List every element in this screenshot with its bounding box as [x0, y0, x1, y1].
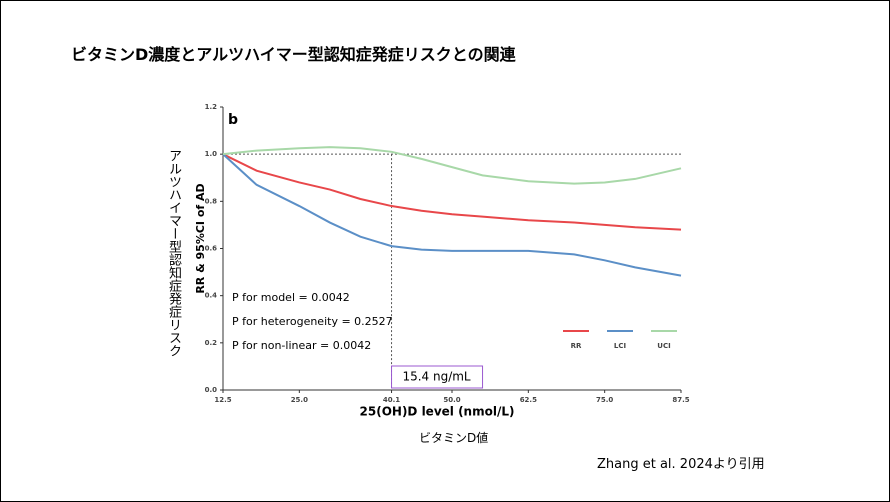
- series-line: [222, 146, 682, 185]
- x-axis-title: 25(OH)D level (nmol/L): [360, 405, 515, 419]
- y-tick-label: 0.8: [205, 197, 218, 205]
- slide-title: ビタミンD濃度とアルツハイマー型認知症発症リスクとの関連: [71, 45, 516, 64]
- y-tick-label: 0.0: [205, 386, 218, 394]
- threshold-box: [391, 365, 484, 389]
- y-tick-label: 0.2: [205, 339, 218, 347]
- series-line: [222, 153, 682, 231]
- annotation: P for model = 0.0042: [232, 291, 350, 304]
- legend-label: UCI: [657, 342, 670, 350]
- x-tick-label: 40.1: [383, 396, 400, 404]
- y-label-ja: アルツハイマー型認知症発症リスク: [166, 149, 181, 357]
- series-line: [222, 153, 682, 277]
- citation: Zhang et al. 2024より引用: [597, 457, 765, 472]
- panel-label: b: [228, 112, 238, 128]
- x-tick-label: 50.0: [443, 396, 460, 404]
- x-label-ja: ビタミンD値: [419, 431, 489, 445]
- x-tick-label: 62.5: [520, 396, 537, 404]
- y-tick-label: 1.0: [205, 150, 218, 158]
- y-tick-label: 0.6: [205, 245, 218, 253]
- threshold-label: 15.4 ng/mL: [402, 370, 470, 384]
- x-tick-label: 75.0: [596, 396, 613, 404]
- y-tick-label: 0.4: [205, 292, 218, 300]
- y-axis-title: RR & 95%CI of AD: [194, 183, 207, 293]
- legend-label: LCI: [614, 342, 626, 350]
- y-tick-label: 1.2: [205, 103, 218, 111]
- x-tick-label: 25.0: [291, 396, 308, 404]
- annotation: P for heterogeneity = 0.2527: [232, 315, 393, 328]
- legend-label: RR: [571, 342, 582, 350]
- x-tick-label: 12.5: [214, 396, 231, 404]
- annotation: P for non-linear = 0.0042: [232, 339, 371, 352]
- x-tick-label: 87.5: [672, 396, 689, 404]
